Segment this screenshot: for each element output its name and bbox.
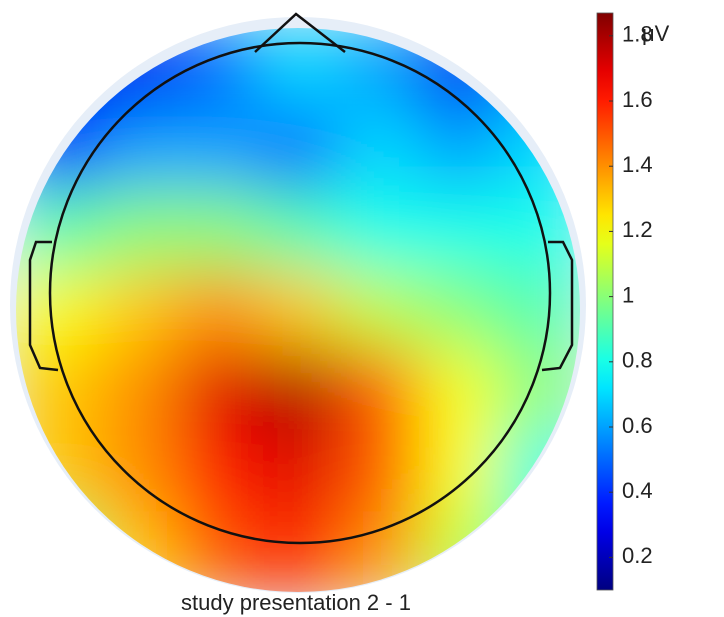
map-cell bbox=[96, 430, 179, 513]
map-cell bbox=[177, 108, 259, 191]
map-cell bbox=[257, 511, 340, 592]
colorbar-tick-label: 0.4 bbox=[622, 478, 653, 503]
colorbar bbox=[596, 12, 614, 591]
map-cell bbox=[338, 430, 420, 513]
map-cell bbox=[499, 269, 580, 352]
head-outline bbox=[48, 41, 552, 545]
map-cell bbox=[499, 511, 580, 592]
map-cell bbox=[499, 430, 580, 513]
map-area bbox=[16, 28, 580, 592]
map-cell bbox=[338, 108, 420, 191]
map-cell bbox=[16, 511, 98, 592]
map-cell bbox=[16, 28, 98, 110]
map-cell bbox=[257, 28, 340, 110]
map-cell bbox=[16, 269, 98, 352]
map-cell bbox=[16, 430, 98, 513]
map-cell bbox=[96, 189, 179, 271]
map-cell bbox=[338, 189, 420, 271]
map-cell bbox=[177, 430, 259, 513]
map-cell bbox=[499, 28, 580, 110]
map-cell bbox=[16, 189, 98, 271]
map-cell bbox=[418, 189, 501, 271]
colorbar-tick-label: 1.6 bbox=[622, 87, 653, 112]
map-cell bbox=[177, 350, 259, 432]
map-cell bbox=[257, 269, 340, 352]
colorbar-tick-label: 1.2 bbox=[622, 217, 653, 242]
map-cells bbox=[16, 28, 580, 592]
map-cell bbox=[177, 189, 259, 271]
map-cell bbox=[257, 350, 340, 432]
map-cell bbox=[338, 350, 420, 432]
colorbar-unit: μV bbox=[642, 21, 670, 46]
right-ear bbox=[541, 240, 574, 372]
map-cell bbox=[96, 350, 179, 432]
map-cell bbox=[96, 511, 179, 592]
colorbar-tick-label: 1.8 bbox=[622, 22, 653, 47]
map-cell bbox=[96, 108, 179, 191]
map-cell bbox=[177, 269, 259, 352]
colorbar-tick-label: 0.8 bbox=[622, 348, 653, 373]
colorbar-tick-label: 1.4 bbox=[622, 152, 653, 177]
colorbar-tick-label: 0.2 bbox=[622, 543, 653, 568]
map-cell bbox=[338, 269, 420, 352]
map-cell bbox=[418, 269, 501, 352]
map-cell bbox=[418, 430, 501, 513]
map-cell bbox=[96, 269, 179, 352]
nose bbox=[254, 12, 346, 53]
colorbar-tick-label: 0.6 bbox=[622, 413, 653, 438]
map-cell bbox=[418, 511, 501, 592]
caption: study presentation 2 - 1 bbox=[181, 590, 411, 615]
map-cell bbox=[418, 350, 501, 432]
colorbar-tick-label: 1 bbox=[622, 282, 634, 307]
map-cell bbox=[257, 430, 340, 513]
left-ear bbox=[28, 240, 59, 372]
map-cell bbox=[257, 108, 340, 191]
map-cell bbox=[418, 108, 501, 191]
map-cell bbox=[257, 189, 340, 271]
